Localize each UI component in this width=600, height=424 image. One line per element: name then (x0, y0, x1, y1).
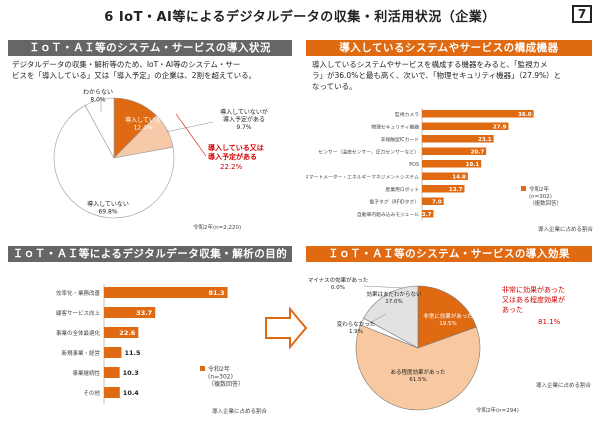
description-line: 導入しているシステムやサービスを構成する機器をみると、「監視カメ (312, 60, 548, 69)
bar-value-label: 22.6 (119, 329, 136, 337)
description-line: ビスを「導入している」又は「導入予定」の企業は、2割を超えている。 (12, 71, 257, 80)
leader-line (165, 121, 214, 133)
bar-value-label: 7.0 (432, 200, 442, 206)
bar (422, 210, 434, 218)
bar (104, 347, 122, 358)
category-label: 効率化・業務改善 (56, 289, 101, 297)
page-title: 6 IoT・AI等によるデジタルデータの収集・利活用状況（企業） (104, 10, 496, 25)
bar-value-label: 81.3 (209, 289, 225, 297)
pie-label: 変わらなかった 1.9% (337, 320, 376, 335)
bar (422, 135, 494, 143)
bar-value-label: 36.0 (518, 112, 532, 118)
callout-text: 導入している又は (208, 143, 264, 152)
category-label: 顧客サービス向上 (56, 309, 101, 317)
pie-label: マイナスの効果があった 0.0% (308, 276, 368, 291)
bar-value-label: 33.7 (136, 309, 152, 317)
category-label: 監視カメラ (395, 111, 419, 118)
bar (422, 147, 487, 155)
panel-header-adoption: ＩｏＴ・ＡＩ等のシステム・サービスの導入状況 (8, 40, 292, 56)
effect-pie-chart: 非常に効果があった 19.5% ある程度効果があった 61.5% 変わらなかった 1.9%… (308, 276, 565, 414)
bar-value-label: 27.9 (493, 125, 507, 131)
purpose-bar-chart: 効率化・業務改善 81.3 顧客サービス向上 33.7 事業の全体最適化 22.6 新規事業… (56, 284, 244, 404)
callout-value: 81.1% (538, 318, 561, 326)
legend-swatch (521, 186, 526, 191)
pie-label: ある程度効果があった 61.5% (390, 368, 445, 383)
effect-note: 導入企業に占める割合 (536, 383, 592, 389)
callout-text: 又はある程度効果が (502, 295, 565, 304)
pie-label: わからない 8.0% (83, 89, 113, 104)
bar (422, 172, 468, 180)
legend-label: 令和2年(n=302)（複数回答） (529, 185, 562, 207)
category-label: 新規事業・経営 (61, 349, 100, 357)
bar-value-label: 10.4 (123, 389, 140, 397)
bar (104, 327, 139, 338)
right-arrow-icon (265, 306, 308, 350)
page-number: 7 (572, 5, 592, 23)
category-label: センサー（温度センサー、圧力センサーなど） (318, 149, 419, 156)
bar-value-label: 20.7 (471, 150, 485, 156)
leader-line (367, 313, 387, 325)
chart-base-note: 令和2年(n=294) (476, 406, 519, 414)
bar-value-label: 10.3 (123, 369, 139, 377)
pie-slice (417, 285, 477, 349)
pie-label: 効果はまだわからない 17.0% (366, 290, 422, 305)
bar-value-label: 3.7 (422, 212, 432, 218)
bar (422, 110, 534, 118)
adoption-pie-chart: 導入している 12.4% 導入していないが導入予定がある 9.7% 導入していない 69.… (53, 89, 268, 231)
bar (422, 160, 482, 168)
callout-text: 導入予定がある (208, 152, 257, 161)
category-label: 自動車内組み込みモジュール (357, 211, 419, 218)
pie-slice (363, 285, 419, 349)
bar (104, 307, 156, 318)
panel-header-effect: ＩｏＴ・ＡＩ等のシステム・サービスの導入効果 (306, 246, 592, 262)
bar (422, 122, 509, 130)
bar (104, 367, 120, 378)
bar (422, 185, 465, 193)
category-label: 事業継続性 (72, 369, 100, 377)
description-line: ラ」が36.0%と最も高く、次いで、「物理セキュリティ機器」（27.9%）と (312, 71, 562, 80)
components-bar-chart: 監視カメラ 36.0 物理セキュリティ機器 27.9 非接触型ICカード 23.1 センサー… (306, 108, 562, 221)
components-description: 導入しているシステムやサービスを構成する機器をみると、「監視カメ ラ」が36.0… (312, 59, 596, 92)
bar-value-label: 14.8 (452, 175, 466, 181)
category-label: 産業用ロボット (385, 186, 419, 193)
description-line: デジタルデータの収集・解析等のため、IoT・AI等のシステム・サー (12, 60, 241, 69)
purpose-note: 導入企業に占める割合 (212, 409, 268, 415)
components-note: 導入企業に占める割合 (538, 227, 594, 233)
callout-value: 22.2% (220, 163, 243, 171)
bar-value-label: 19.1 (466, 162, 480, 168)
adoption-description: デジタルデータの収集・解析等のため、IoT・AI等のシステム・サー ビスを「導入… (12, 59, 296, 81)
pie-slice (84, 97, 115, 159)
bar-value-label: 13.7 (449, 187, 463, 193)
category-label: 物理セキュリティ機器 (371, 124, 419, 131)
leader-line (175, 113, 207, 157)
category-label: 事業の全体最適化 (56, 329, 101, 337)
panel-header-components: 導入しているシステムやサービスの構成機器 (306, 40, 592, 56)
category-label: 非接触型ICカード (381, 136, 420, 143)
bar (104, 287, 228, 298)
category-label: 電子タグ（RFIDタグ） (369, 199, 419, 206)
bar (422, 197, 444, 205)
pie-slice (53, 105, 175, 219)
category-label: POS (409, 162, 419, 168)
bar (104, 387, 120, 398)
pie-label: 導入していない 69.8% (87, 200, 129, 216)
panel-header-purpose: ＩｏＴ・ＡＩ等によるデジタルデータ収集・解析の目的 (8, 246, 292, 262)
category-label: その他 (83, 389, 100, 397)
description-line: なっている。 (312, 82, 357, 91)
pie-label: 非常に効果があった 19.5% (423, 312, 473, 327)
legend-swatch (200, 366, 205, 371)
pie-slice (355, 324, 481, 411)
callout-text: あった (502, 306, 523, 314)
bar-value-label: 11.5 (124, 349, 141, 357)
chart-base-note: 令和2年(n=2,220) (193, 223, 241, 231)
pie-label: 導入している 12.4% (125, 116, 161, 132)
leader-line (363, 285, 405, 289)
category-label: スマートメーター・エネルギーマネジメントシステム (306, 174, 419, 181)
legend-label: 令和2年(n=302)（複数回答） (208, 365, 244, 388)
pie-label: 導入していないが導入予定がある 9.7% (220, 108, 268, 131)
bar-value-label: 23.1 (478, 137, 492, 143)
callout-text: 非常に効果があった (502, 285, 565, 294)
